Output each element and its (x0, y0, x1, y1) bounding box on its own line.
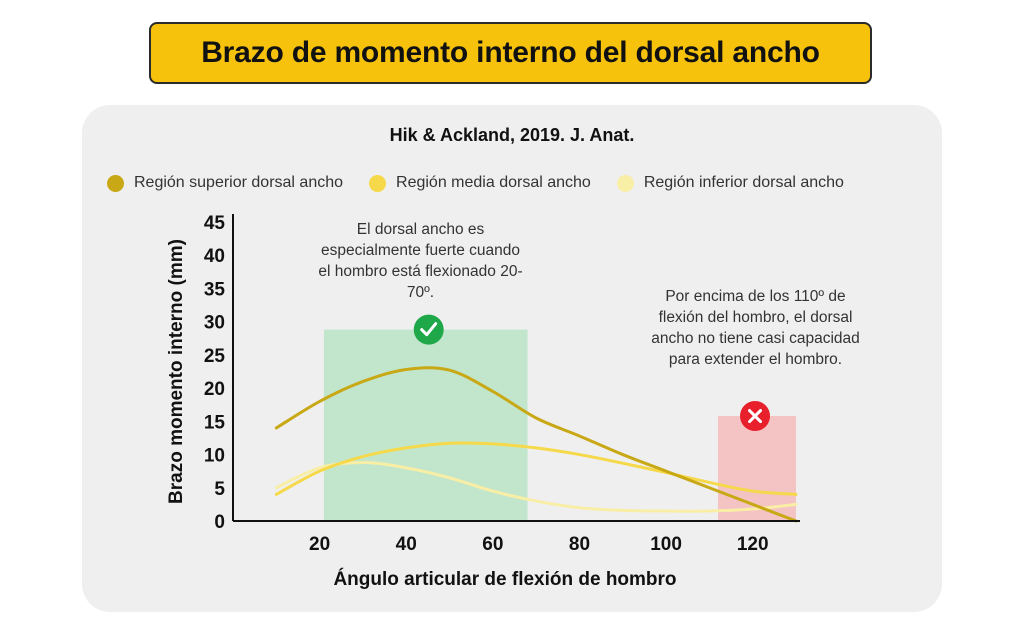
legend-dot-superior (107, 174, 124, 192)
series-line-2 (274, 461, 798, 513)
highlight-region-good (323, 329, 528, 521)
y-tick-label: 30 (204, 313, 225, 334)
check-mark (420, 322, 438, 337)
legend-item-inferior: Región inferior dorsal ancho (616, 174, 844, 192)
annotation-good-range: El dorsal ancho es especialmente fuerte … (318, 221, 523, 301)
x-tick-label: 20 (309, 534, 330, 555)
legend-item-superior: Región superior dorsal ancho (107, 174, 343, 192)
legend-label-media: Región media dorsal ancho (396, 174, 591, 191)
series-line-1 (274, 441, 798, 496)
legend: Región superior dorsal ancho Región medi… (107, 170, 870, 196)
cross-mark (748, 409, 763, 424)
series-line-0 (274, 366, 798, 523)
chart-subtitle: Hik & Ackland, 2019. J. Anat. (389, 125, 635, 145)
x-tick-label: 40 (396, 534, 417, 555)
y-tick-label: 35 (204, 279, 226, 300)
highlight-region-bad (718, 416, 796, 521)
check-icon (413, 314, 444, 345)
y-tick-label: 15 (204, 412, 226, 433)
legend-item-media: Región media dorsal ancho (369, 174, 591, 192)
legend-dot-inferior (616, 174, 634, 192)
legend-dot-media (369, 174, 387, 192)
x-axis-label: Ángulo articular de flexión de hombro (333, 568, 676, 590)
legend-label-superior: Región superior dorsal ancho (134, 174, 344, 191)
x-tick-label: 100 (650, 534, 682, 555)
y-axis-label: Brazo momento interno (mm) (166, 239, 187, 504)
y-tick-label: 20 (204, 379, 225, 400)
x-tick-label: 80 (569, 534, 590, 555)
y-tick-label: 0 (214, 512, 225, 533)
legend-label-inferior: Región inferior dorsal ancho (643, 174, 844, 191)
y-tick-label: 45 (204, 213, 226, 234)
x-tick-label: 60 (482, 534, 503, 555)
y-tick-label: 25 (204, 346, 226, 367)
x-tick-label: 120 (737, 534, 769, 555)
page-title: Brazo de momento interno del dorsal anch… (201, 36, 820, 69)
annotation-bad-range: Por encima de los 110º de flexión del ho… (651, 288, 860, 368)
y-tick-label: 40 (204, 246, 225, 267)
title-banner: Brazo de momento interno del dorsal anch… (149, 22, 872, 84)
y-tick-label: 5 (214, 479, 225, 500)
y-tick-label: 10 (204, 446, 225, 467)
